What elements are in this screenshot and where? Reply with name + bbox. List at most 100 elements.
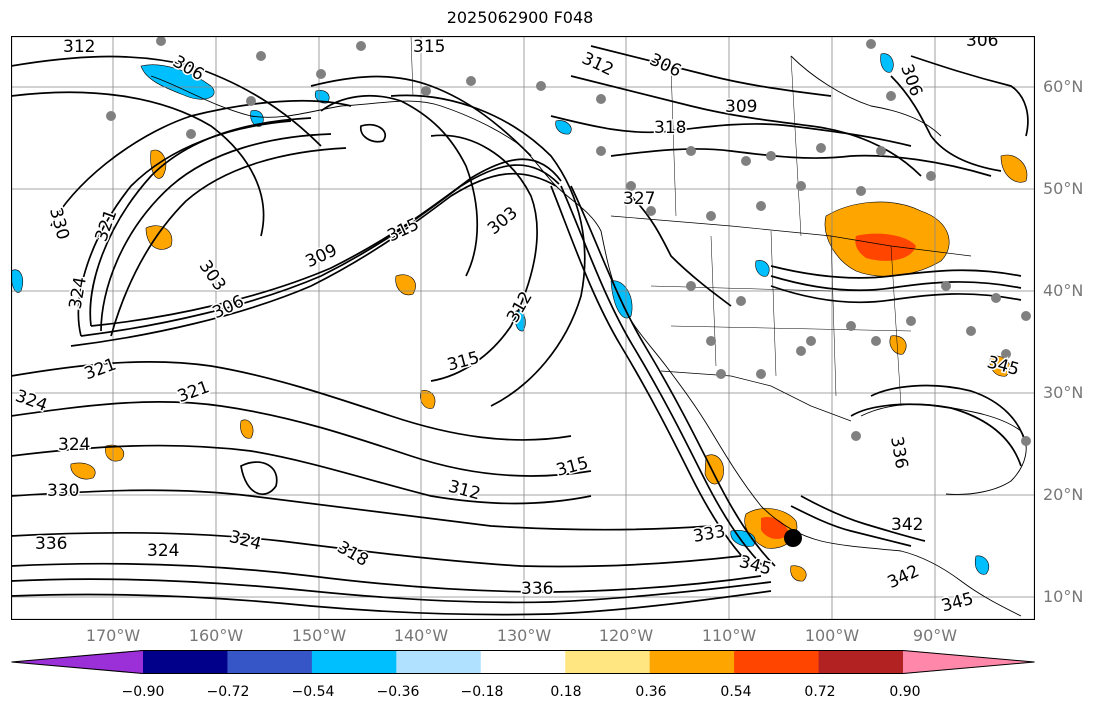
station-dot — [626, 181, 636, 191]
colorbar-segment — [311, 650, 397, 674]
colorbar-tick-label: −0.72 — [206, 684, 250, 700]
station-dot — [246, 96, 256, 106]
weather-map: 312 306 315 312 306 309 318 306 306 330 … — [11, 36, 1035, 620]
station-dot — [596, 146, 606, 156]
shaded-regions — [11, 53, 1028, 582]
contour-line — [110, 147, 347, 337]
station-dot — [871, 336, 881, 346]
contour-line — [100, 133, 332, 332]
contour-label: 309 — [725, 97, 757, 117]
station-dot — [686, 281, 696, 291]
north-america-west-coast — [555, 185, 1022, 617]
station-dot — [716, 369, 726, 379]
station-dot — [706, 211, 716, 221]
station-dot — [876, 146, 886, 156]
station-dot — [466, 76, 476, 86]
contour-label: 336 — [521, 579, 553, 599]
coastlines — [150, 36, 1027, 617]
colorbar-segment — [565, 650, 651, 674]
lon-label: 170°W — [85, 626, 141, 645]
colorbar-tick-label: −0.18 — [460, 684, 504, 700]
colorbar-tick-label: 0.36 — [635, 684, 667, 700]
contour-label: 324 — [58, 435, 90, 455]
lat-label: 60°N — [1043, 77, 1084, 96]
blue-region — [140, 64, 215, 100]
station-dot — [906, 316, 916, 326]
station-dot — [741, 156, 751, 166]
orange-region — [1000, 154, 1028, 183]
red-region — [761, 516, 789, 539]
contour-line — [11, 401, 592, 477]
station-dot — [736, 296, 746, 306]
contour-line — [630, 195, 732, 307]
station-dot — [686, 146, 696, 156]
contour-label: 333 — [692, 522, 727, 547]
contour-line — [11, 91, 265, 237]
station-dot — [806, 336, 816, 346]
contour-line — [240, 461, 278, 495]
blue-region — [250, 110, 264, 127]
contour-label: 312 — [63, 37, 95, 57]
station-dot — [756, 201, 766, 211]
state-border — [830, 235, 837, 397]
colorbar-segment — [227, 650, 313, 674]
lon-label: 120°W — [598, 626, 654, 645]
station-dot — [851, 431, 861, 441]
hurricane-marker — [784, 529, 802, 547]
station-dot — [991, 293, 1001, 303]
station-dot — [846, 321, 856, 331]
contour-line — [11, 361, 572, 441]
lon-label: 130°W — [496, 626, 552, 645]
contour-label: 327 — [623, 189, 655, 209]
colorbar-segment — [818, 650, 904, 674]
map-title: 2025062900 F048 — [446, 8, 594, 27]
colorbar-tick-label: −0.54 — [291, 684, 335, 700]
contour-line — [910, 55, 1029, 137]
station-dot — [796, 346, 806, 356]
contour-line — [11, 531, 742, 568]
contour-line — [70, 172, 557, 347]
us-mexico-border — [660, 370, 852, 422]
station-dot — [866, 39, 876, 49]
map-frame — [11, 36, 1035, 620]
lat-label: 50°N — [1043, 179, 1084, 198]
contour-line — [390, 94, 586, 407]
contour-line — [570, 75, 922, 177]
station-dot — [596, 94, 606, 104]
station-dot — [1001, 349, 1011, 359]
station-dot — [816, 143, 826, 153]
lat-label: 30°N — [1043, 383, 1084, 402]
contour-line — [550, 185, 752, 567]
station-dots — [106, 36, 1031, 446]
colorbar-segment — [649, 650, 735, 674]
colorbar-tick-label: −0.36 — [376, 684, 420, 700]
theta-e-contours — [11, 45, 1029, 616]
contour-line — [560, 185, 764, 567]
contour-label: 336 — [35, 534, 67, 554]
orange-region — [790, 565, 807, 582]
station-dot — [256, 51, 266, 61]
contour-line — [890, 75, 1002, 172]
contour-line — [770, 285, 1022, 304]
contour-line — [800, 495, 926, 542]
contour-line — [11, 578, 772, 604]
station-dot — [1021, 436, 1031, 446]
contour-line — [850, 403, 1022, 467]
contour-line — [320, 95, 479, 277]
contour-line — [11, 55, 322, 147]
orange-region — [889, 335, 907, 355]
orange-region — [70, 462, 96, 480]
contour-line — [770, 265, 1022, 279]
contour-label: 342 — [891, 515, 923, 535]
contour-line — [590, 45, 832, 97]
colorbar-outline — [11, 650, 1035, 674]
colorbar-segment — [143, 650, 228, 674]
state-border — [890, 245, 902, 407]
lat-label: 10°N — [1043, 587, 1084, 606]
contour-label: 330 — [47, 481, 79, 501]
station-dot — [926, 171, 936, 181]
colorbar-segment — [396, 650, 482, 674]
station-dot — [1021, 311, 1031, 321]
lon-label: 100°W — [804, 626, 860, 645]
contour-line — [570, 185, 776, 567]
